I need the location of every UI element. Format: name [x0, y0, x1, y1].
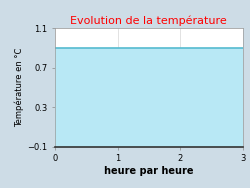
- X-axis label: heure par heure: heure par heure: [104, 166, 194, 176]
- Y-axis label: Température en °C: Température en °C: [15, 48, 24, 127]
- Title: Evolution de la température: Evolution de la température: [70, 16, 227, 26]
